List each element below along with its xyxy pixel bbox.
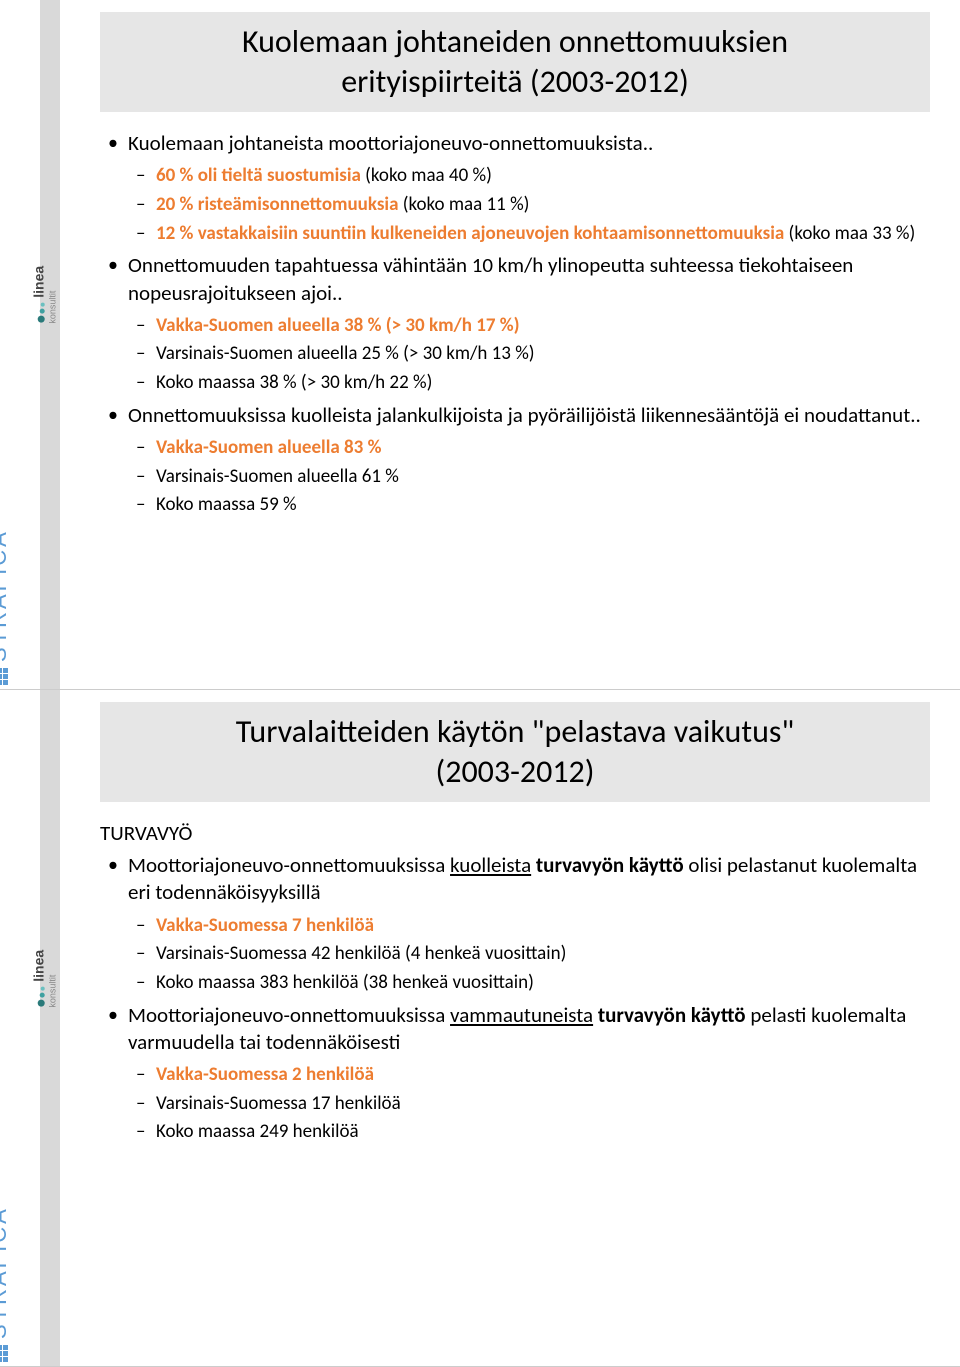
side-stripe-2 (40, 690, 60, 1366)
slide2-b2: Moottoriajoneuvo-onnettomuuksissa vammau… (100, 1002, 930, 1057)
strafica-grid-icon-2 (0, 1345, 8, 1362)
slide1-b3-s2: Varsinais-Suomen alueella 61 % (100, 464, 930, 490)
slide1-b3-s1: Vakka-Suomen alueella 83 % (100, 435, 930, 461)
linea-dots-icon-2 (32, 986, 48, 1008)
linea-logo: linea konsultit (31, 266, 58, 324)
slide2-b2-s1: Vakka-Suomessa 2 henkilöä (100, 1062, 930, 1088)
slide1-title-line1: Kuolemaan johtaneiden onnettomuuksien (242, 22, 788, 61)
slide1-b3-s1-hl: Vakka-Suomen alueella 83 % (156, 436, 381, 459)
slide2-b2-underline: vammautuneista (450, 1002, 593, 1028)
slide-2: STRAFICA linea konsultit Turvalaitteiden… (0, 690, 960, 1367)
strafica-logo: STRAFICA (0, 529, 12, 685)
slide1-b2-s2: Varsinais-Suomen alueella 25 % (> 30 km/… (100, 341, 930, 367)
side-stripe (40, 0, 60, 689)
strafica-text-2: STRAFICA (0, 1206, 12, 1339)
slide2-b1-s2: Varsinais-Suomessa 42 henkilöä (4 henkeä… (100, 941, 930, 967)
slide2-b1-s3: Koko maassa 383 henkilöä (38 henkeä vuos… (100, 970, 930, 996)
slide1-content: Kuolemaan johtaneista moottoriajoneuvo-o… (100, 130, 930, 518)
slide1-title-box: Kuolemaan johtaneiden onnettomuuksien er… (100, 12, 930, 112)
slide2-b1-bold: turvavyön käyttö (536, 852, 684, 878)
slide-1: STRAFICA linea konsultit Kuolemaan johta… (0, 0, 960, 690)
slide1-b1: Kuolemaan johtaneista moottoriajoneuvo-o… (100, 130, 930, 157)
slide1-b3: Onnettomuuksissa kuolleista jalankulkijo… (100, 402, 930, 429)
strafica-text: STRAFICA (0, 529, 12, 662)
slide2-title-box: Turvalaitteiden käytön "pelastava vaikut… (100, 702, 930, 802)
slide1-b2-s3: Koko maassa 38 % (> 30 km/h 22 %) (100, 370, 930, 396)
slide2-b1-s1-hl: Vakka-Suomessa 7 henkilöä (156, 914, 374, 937)
slide1-b1-s2-rest: (koko maa 11 %) (398, 193, 529, 216)
slide2-title: Turvalaitteiden käytön "pelastava vaikut… (118, 712, 912, 792)
slide1-b1-s1-rest: (koko maa 40 %) (361, 164, 492, 187)
slide1-title: Kuolemaan johtaneiden onnettomuuksien er… (118, 22, 912, 102)
slide2-title-line1: Turvalaitteiden käytön "pelastava vaikut… (236, 712, 794, 751)
slide1-b2-s1-hl: Vakka-Suomen alueella 38 % (> 30 km/h 17… (156, 314, 520, 337)
slide2-b2-s3: Koko maassa 249 henkilöä (100, 1119, 930, 1145)
linea-dots-icon (32, 302, 48, 324)
slide2-title-line2: (2003-2012) (436, 752, 595, 791)
linea-text: linea (31, 266, 47, 298)
slide1-b2-s1: Vakka-Suomen alueella 38 % (> 30 km/h 17… (100, 313, 930, 339)
slide1-b2: Onnettomuuden tapahtuessa vähintään 10 k… (100, 252, 930, 307)
slide1-b1-s3: 12 % vastakkaisiin suuntiin kulkeneiden … (100, 221, 930, 247)
slide1-b1-s1: 60 % oli tieltä suostumisia (koko maa 40… (100, 163, 930, 189)
slide1-b1-s3-rest: (koko maa 33 %) (784, 222, 915, 245)
slide1-b3-s3: Koko maassa 59 % (100, 492, 930, 518)
slide1-b1-s2-hl: 20 % risteämisonnettomuuksia (156, 193, 398, 216)
slide2-b2-s1-hl: Vakka-Suomessa 2 henkilöä (156, 1063, 374, 1086)
strafica-logo-2: STRAFICA (0, 1206, 12, 1362)
linea-sub: konsultit (48, 266, 58, 324)
slide2-b2-s2: Varsinais-Suomessa 17 henkilöä (100, 1091, 930, 1117)
slide2-b1: Moottoriajoneuvo-onnettomuuksissa kuolle… (100, 852, 930, 907)
linea-text-2: linea (31, 950, 47, 982)
linea-logo-2: linea konsultit (31, 950, 58, 1008)
slide2-b2-pre: Moottoriajoneuvo-onnettomuuksissa (128, 1002, 450, 1028)
slide2-b2-bold: turvavyön käyttö (598, 1002, 746, 1028)
slide2-subheading: TURVAVYÖ (100, 820, 930, 846)
slide2-b1-s1: Vakka-Suomessa 7 henkilöä (100, 913, 930, 939)
slide2-content: Moottoriajoneuvo-onnettomuuksissa kuolle… (100, 852, 930, 1145)
strafica-grid-icon (0, 668, 8, 685)
linea-sub-2: konsultit (48, 950, 58, 1008)
slide2-b1-pre: Moottoriajoneuvo-onnettomuuksissa (128, 852, 450, 878)
slide2-b1-underline: kuolleista (450, 852, 531, 878)
slide1-b1-s2: 20 % risteämisonnettomuuksia (koko maa 1… (100, 192, 930, 218)
slide1-b1-s1-hl: 60 % oli tieltä suostumisia (156, 164, 361, 187)
slide1-title-line2: erityispiirteitä (2003-2012) (341, 62, 689, 101)
slide1-b1-s3-hl: 12 % vastakkaisiin suuntiin kulkeneiden … (156, 222, 784, 245)
